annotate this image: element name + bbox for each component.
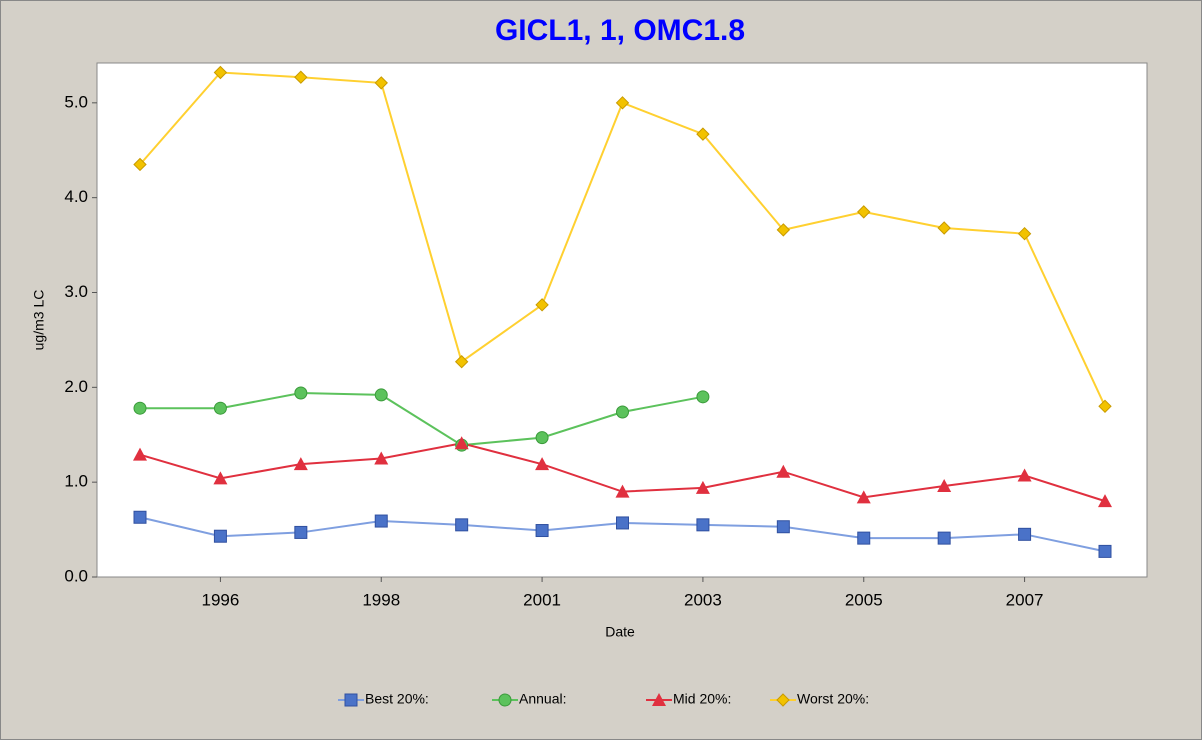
marker: [776, 693, 790, 707]
x-tick-label: 1996: [202, 590, 240, 609]
marker: [294, 525, 308, 539]
y-tick-label: 2.0: [64, 377, 88, 396]
marker: [1018, 527, 1032, 541]
marker: [696, 127, 710, 141]
marker: [615, 484, 630, 498]
marker: [294, 70, 308, 84]
marker: [937, 531, 951, 545]
chart-title: GICL1, 1, OMC1.8: [495, 14, 745, 47]
marker: [133, 157, 147, 172]
marker: [615, 96, 630, 110]
marker: [374, 451, 389, 465]
marker: [374, 76, 388, 90]
marker: [455, 518, 469, 532]
marker: [498, 693, 512, 707]
marker: [937, 478, 952, 492]
legend-label: Mid 20%:: [673, 691, 731, 707]
marker: [776, 464, 791, 478]
x-tick-label: 1998: [362, 590, 400, 609]
marker: [213, 401, 227, 415]
marker: [535, 431, 549, 445]
marker: [857, 205, 871, 219]
marker: [616, 516, 629, 530]
marker: [1098, 544, 1112, 558]
marker: [1017, 226, 1032, 241]
marker: [133, 401, 147, 415]
x-tick-label: 2005: [845, 590, 883, 609]
marker: [344, 693, 358, 707]
x-axis-label: Date: [605, 624, 635, 640]
marker: [1098, 494, 1112, 508]
marker: [133, 510, 147, 524]
legend-label: Best 20%:: [365, 691, 429, 707]
marker: [776, 223, 791, 237]
plot-area: [96, 62, 1148, 578]
marker: [454, 355, 469, 369]
y-tick-label: 3.0: [64, 282, 88, 301]
marker: [937, 221, 951, 235]
legend-label: Worst 20%:: [797, 691, 869, 707]
marker: [213, 529, 227, 543]
marker: [374, 514, 388, 528]
marker: [856, 490, 871, 504]
marker: [616, 405, 629, 419]
x-tick-label: 2001: [523, 590, 561, 609]
marker: [535, 457, 550, 471]
y-axis-label: ug/m3 LC: [31, 290, 47, 351]
marker: [213, 65, 228, 80]
marker: [294, 386, 308, 400]
marker: [535, 298, 549, 312]
marker: [652, 693, 666, 706]
marker: [133, 447, 147, 461]
marker: [696, 390, 710, 404]
series-line: [140, 392, 704, 447]
x-tick-label: 2007: [1006, 590, 1044, 609]
marker: [454, 436, 469, 450]
y-tick-label: 5.0: [64, 92, 88, 111]
marker: [213, 471, 228, 485]
y-tick-label: 4.0: [64, 187, 88, 206]
y-tick-label: 0.0: [64, 566, 88, 585]
y-tick-label: 1.0: [64, 472, 88, 491]
marker: [293, 457, 308, 471]
marker: [857, 531, 871, 545]
marker: [1017, 468, 1032, 482]
marker: [535, 524, 549, 538]
marker: [374, 388, 388, 402]
x-tick-label: 2003: [684, 590, 722, 609]
marker: [1098, 399, 1112, 414]
marker: [695, 480, 710, 494]
marker: [776, 520, 790, 534]
legend-label: Annual:: [519, 691, 566, 707]
marker: [696, 518, 710, 532]
